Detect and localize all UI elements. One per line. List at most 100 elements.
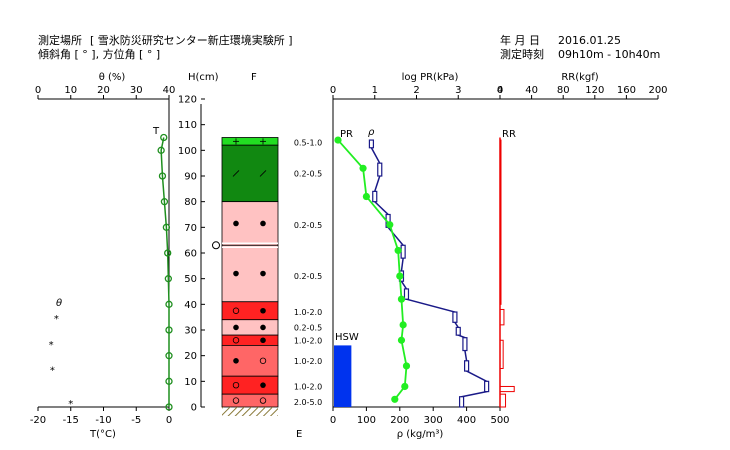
grain-ring-icon	[232, 337, 240, 344]
density-series-label: ρ	[368, 127, 375, 138]
height-tick-label: 80	[184, 197, 197, 208]
density-point	[455, 326, 461, 336]
density-point	[484, 380, 490, 393]
hsw-bar	[334, 345, 352, 407]
temp-tick-label: -15	[63, 415, 79, 426]
rr-tick-label: 0	[497, 85, 503, 96]
snow-layer	[221, 344, 279, 377]
pr-point	[399, 321, 407, 329]
rr-tick-label: 120	[585, 85, 604, 96]
grain-slash-icon	[259, 170, 267, 177]
theta-point: *	[50, 365, 55, 376]
pr-point	[359, 164, 367, 172]
temp-tick-label: -20	[30, 415, 46, 426]
date-label: 年 月 日	[500, 33, 540, 47]
density-tick-label: 100	[357, 415, 376, 426]
temp-tick-label: 0	[166, 415, 172, 426]
density-tick-label: 300	[424, 415, 443, 426]
density-point	[464, 360, 470, 372]
pr-point	[402, 362, 411, 370]
theta-series-label: θ	[56, 298, 62, 309]
temperature-point	[165, 352, 173, 360]
logpr-tick-label: 0	[330, 85, 336, 96]
pr-series-label: PR	[340, 129, 353, 140]
snow-layer	[221, 393, 279, 408]
temperature-series-label: T	[152, 126, 160, 137]
pr-point	[401, 382, 409, 391]
rr-axis-title: RR(kgf)	[561, 72, 598, 83]
grain-size-label: 0.2-0.5	[294, 169, 322, 178]
logpr-tick-label: 3	[455, 85, 461, 96]
density-tick-label: 400	[457, 415, 476, 426]
height-tick-label: 0	[191, 403, 197, 414]
location-value: [ 雪氷防災研究センター新庄環境実験所 ]	[90, 33, 293, 47]
rr-tick-label: 200	[648, 85, 667, 96]
temperature-point	[160, 133, 168, 142]
temperature-series-line	[160, 137, 170, 407]
theta-tick-label: 0	[35, 85, 41, 96]
density-point	[372, 190, 378, 203]
snow-layer	[221, 244, 279, 303]
pr-point	[396, 272, 404, 280]
theta-tick-label: 30	[130, 85, 143, 96]
height-tick-label: 50	[184, 274, 197, 285]
temp-axis-title: T(°C)	[89, 429, 116, 440]
time-value: 09h10m - 10h40m	[558, 48, 660, 61]
grain-size-label: 2.0-5.0	[294, 398, 322, 407]
theta-tick-label: 40	[163, 85, 176, 96]
density-point	[403, 288, 410, 300]
temperature-point	[165, 300, 173, 308]
temperature-point	[158, 172, 167, 180]
grain-dot-icon	[260, 307, 266, 314]
density-point	[377, 162, 383, 177]
density-point	[458, 396, 465, 408]
date-value: 2016.01.25	[558, 34, 621, 47]
density-axis-title: ρ (kg/m³)	[397, 429, 444, 440]
location-label: 測定場所	[38, 33, 82, 47]
snow-layer	[221, 319, 279, 336]
pr-point	[391, 395, 399, 403]
height-tick-label: 100	[178, 146, 197, 157]
rr-tick-label: 160	[617, 85, 636, 96]
grain-ring-icon	[232, 307, 240, 314]
rr-series-label: RR	[502, 129, 516, 140]
grain-size-label: 0.5-1.0	[294, 139, 322, 148]
plot-layer: * * * *	[49, 133, 515, 411]
density-point	[452, 311, 458, 323]
temperature-point	[160, 198, 169, 206]
grain-dot-icon	[260, 324, 266, 331]
grain-ring-icon	[259, 397, 267, 404]
height-tick-label: 40	[184, 300, 197, 311]
grain-size-label: 0.2-0.5	[294, 221, 322, 230]
logpr-tick-label: 1	[372, 85, 378, 96]
e-axis-title: E	[296, 429, 302, 440]
grain-dot-icon	[233, 324, 239, 331]
rr-bar	[499, 385, 515, 393]
rr-tick-label: 40	[525, 85, 538, 96]
f-axis-title: F	[251, 72, 257, 83]
height-tick-label: 10	[184, 377, 197, 388]
temperature-point	[157, 146, 165, 154]
snow-layers: 0.5-1.0 0.2-0.5 0.2-0.5 0.2-0.5 1.0-2.0 0.2-0…	[212, 137, 322, 416]
grain-size-label: 0.2-0.5	[294, 272, 322, 281]
grain-dot-icon	[260, 270, 266, 277]
temperature-point	[164, 275, 172, 283]
density-point	[368, 139, 375, 149]
grain-dot-icon	[260, 337, 266, 344]
theta-tick-label: 20	[97, 85, 110, 96]
grain-dot-icon	[233, 220, 239, 227]
ground-hatch	[222, 407, 278, 416]
pr-point	[397, 295, 406, 303]
height-tick-label: 70	[184, 223, 197, 234]
crust-marker-icon	[212, 241, 220, 250]
height-tick-label: 90	[184, 171, 197, 182]
height-tick-label: 60	[184, 248, 197, 259]
rr-bar	[499, 393, 507, 408]
grain-size-label: 1.0-2.0	[294, 308, 322, 317]
theta-point: *	[54, 314, 59, 325]
height-tick-label: 30	[184, 325, 197, 336]
temperature-point	[162, 223, 171, 231]
snow-layer	[221, 137, 279, 146]
grain-dot-icon	[260, 382, 266, 388]
